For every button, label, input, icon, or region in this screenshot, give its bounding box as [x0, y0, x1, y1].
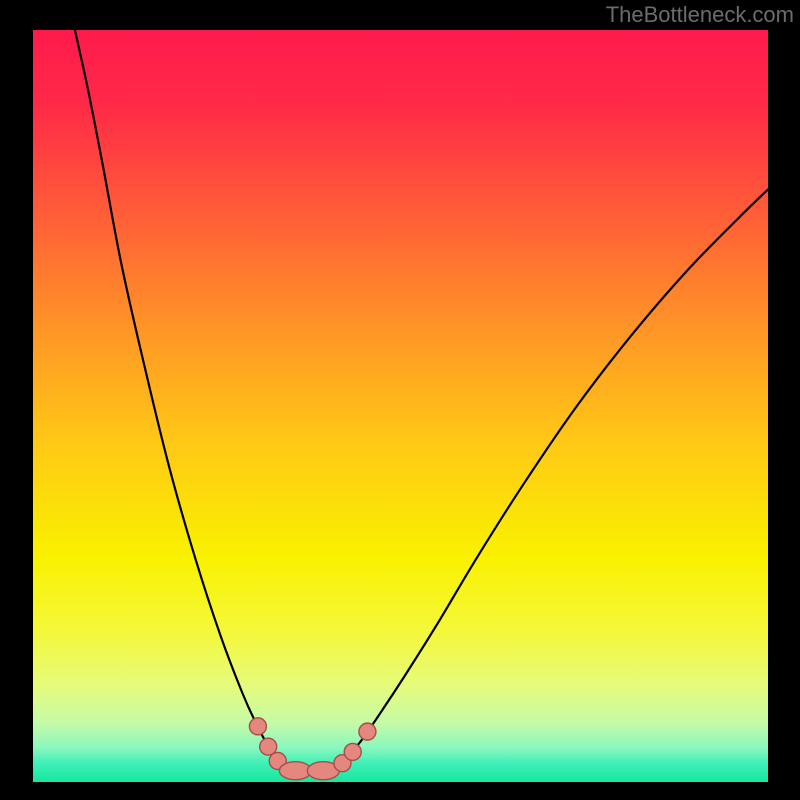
bottleneck-marker	[279, 762, 311, 780]
watermark-text: TheBottleneck.com	[606, 0, 800, 28]
bottleneck-marker	[359, 723, 376, 740]
left-branch-curve	[75, 30, 298, 771]
bottleneck-chart	[33, 30, 768, 782]
bottleneck-marker	[249, 718, 266, 735]
chart-svg	[33, 30, 768, 782]
bottleneck-marker	[344, 743, 361, 760]
right-branch-curve	[327, 189, 768, 770]
